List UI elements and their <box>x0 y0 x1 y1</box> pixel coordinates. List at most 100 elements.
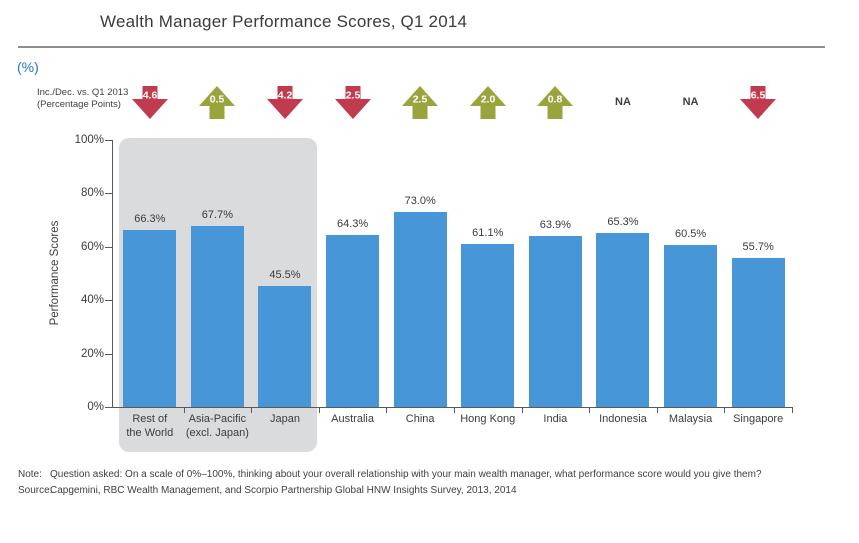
unit-label: (%) <box>17 59 39 75</box>
x-tick <box>792 408 793 413</box>
bar-column: 45.5% <box>251 140 319 407</box>
note-row: Note: Question asked: On a scale of 0%–1… <box>18 469 838 480</box>
change-cell: 2.5 <box>319 86 387 126</box>
bar-value-label: 61.1% <box>472 226 504 239</box>
category-label: Rest of the World <box>126 413 174 439</box>
x-tick <box>454 408 455 413</box>
change-cell: 2.0 <box>454 86 522 126</box>
bar-column: 60.5% <box>657 140 725 407</box>
change-cell: 6.5 <box>724 86 792 126</box>
category-label: Hong Kong <box>460 413 516 425</box>
category-label: Malaysia <box>668 413 713 425</box>
y-tick <box>105 407 112 408</box>
increase-arrow-icon: 2.5 <box>402 86 439 119</box>
bar-india: 63.9% <box>528 219 582 407</box>
bar-value-label: 45.5% <box>269 268 301 281</box>
decrease-arrow-icon: 2.5 <box>334 86 371 119</box>
y-tick <box>105 300 112 301</box>
change-value: 6.5 <box>751 90 766 102</box>
y-tick-label: 60% <box>80 241 104 253</box>
bar-asia-pacific-excl-japan: 67.7% <box>190 209 244 407</box>
bar-column: 55.7% <box>724 140 792 407</box>
bar-value-label: 60.5% <box>674 228 707 241</box>
change-value: 4.6 <box>142 90 157 102</box>
category-label: India <box>543 413 568 425</box>
category-label: Singapore <box>733 413 784 425</box>
bar-column: 73.0% <box>386 140 454 407</box>
x-tick <box>386 408 387 413</box>
increase-arrow-icon: 2.0 <box>469 86 506 119</box>
change-cell: 0.5 <box>184 86 252 126</box>
increase-arrow-icon: 0.8 <box>537 86 574 119</box>
y-tick-label: 40% <box>80 294 104 306</box>
category-label: China <box>405 413 435 425</box>
y-tick <box>105 193 112 194</box>
y-tick-label: 80% <box>80 187 104 199</box>
category-label: Asia-Pacific (excl. Japan) <box>185 413 249 439</box>
change-value: 2.5 <box>345 90 360 102</box>
decrease-arrow-icon: 4.6 <box>131 86 168 119</box>
bar-column: 64.3% <box>319 140 387 407</box>
bar-rest-of-the-world: 66.3% <box>123 213 177 407</box>
change-cell: 0.8 <box>522 86 590 126</box>
change-cell: NA <box>589 86 657 126</box>
bar-australia: 64.3% <box>326 218 380 407</box>
decrease-arrow-icon: 6.5 <box>740 86 777 119</box>
title-divider <box>18 46 825 48</box>
bar-japan: 45.5% <box>258 269 312 407</box>
y-tick-label: 0% <box>87 401 104 413</box>
change-value: 0.5 <box>210 94 225 106</box>
bar-column: 65.3% <box>589 140 657 407</box>
bar-indonesia: 65.3% <box>596 216 650 407</box>
bar-value-label: 63.9% <box>539 219 571 232</box>
bar-china: 73.0% <box>393 195 447 407</box>
bar-value-label: 64.3% <box>336 218 369 231</box>
x-tick <box>319 408 320 413</box>
change-cell: NA <box>657 86 725 126</box>
increase-arrow-icon: 0.5 <box>199 86 236 119</box>
bar-value-label: 73.0% <box>404 195 436 208</box>
bar-column: 63.9% <box>522 140 590 407</box>
source-row: Source: Capgemini, RBC Wealth Management… <box>18 485 838 496</box>
y-axis-line <box>112 140 113 408</box>
change-na-label: NA <box>615 96 631 108</box>
category-label: Japan <box>269 413 300 425</box>
change-value: 0.8 <box>548 94 563 106</box>
bar-value-label: 66.3% <box>134 212 166 225</box>
y-tick <box>105 354 112 355</box>
category-label-row: Rest of the World Asia-Pacific (excl. Ja… <box>116 413 792 440</box>
y-axis-title: Performance Scores <box>49 220 61 326</box>
bar-column: 61.1% <box>454 140 522 407</box>
change-cell: 4.6 <box>116 86 184 126</box>
bar-singapore: 55.7% <box>731 241 785 407</box>
change-value: 2.0 <box>480 94 495 106</box>
decrease-arrow-icon: 4.2 <box>266 86 303 119</box>
source-text: Capgemini, RBC Wealth Management, and Sc… <box>50 485 517 496</box>
change-value: 2.5 <box>413 94 428 106</box>
x-tick <box>657 408 658 413</box>
bar-value-label: 55.7% <box>742 241 774 254</box>
bar-plot-area: 66.3% 67.7% 45.5% 64.3% 73.0% 61.1% <box>116 140 792 407</box>
note-text: Question asked: On a scale of 0%–100%, t… <box>50 469 762 480</box>
page-title: Wealth Manager Performance Scores, Q1 20… <box>100 12 468 31</box>
change-cell: 2.5 <box>386 86 454 126</box>
category-label: Australia <box>331 413 374 425</box>
x-tick <box>184 408 185 413</box>
bar-malaysia: 60.5% <box>664 228 718 407</box>
bar-hong-kong: 61.1% <box>461 227 515 407</box>
x-tick <box>724 408 725 413</box>
change-cell: 4.2 <box>251 86 319 126</box>
bar-column: 67.7% <box>184 140 252 407</box>
x-tick <box>522 408 523 413</box>
y-tick-label: 100% <box>74 134 104 146</box>
y-tick-label: 20% <box>80 348 104 360</box>
bar-column: 66.3% <box>116 140 184 407</box>
change-arrow-row: 4.6 0.5 4.2 2.5 2.5 <box>116 86 792 126</box>
x-tick <box>589 408 590 413</box>
footnotes: Note: Question asked: On a scale of 0%–1… <box>18 469 838 501</box>
change-na-label: NA <box>682 96 699 108</box>
note-label: Note: <box>18 469 42 480</box>
category-label: Indonesia <box>599 413 647 425</box>
change-row-label: Inc./Dec. vs. Q1 2013 (Percentage Points… <box>37 87 129 110</box>
